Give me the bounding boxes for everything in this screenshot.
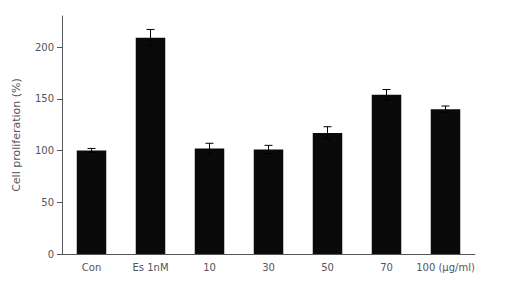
svg-text:Es 1nM: Es 1nM bbox=[132, 262, 168, 273]
svg-text:70: 70 bbox=[380, 262, 393, 273]
svg-text:10: 10 bbox=[203, 262, 216, 273]
svg-text:50: 50 bbox=[321, 262, 334, 273]
svg-text:50: 50 bbox=[41, 197, 54, 208]
svg-text:0: 0 bbox=[48, 249, 54, 260]
svg-text:200: 200 bbox=[35, 42, 54, 53]
svg-text:150: 150 bbox=[35, 93, 54, 104]
svg-text:100 (μg/ml): 100 (μg/ml) bbox=[416, 262, 475, 273]
svg-text:Con: Con bbox=[82, 262, 101, 273]
svg-text:100: 100 bbox=[35, 145, 54, 156]
svg-text:Cell proliferation (%): Cell proliferation (%) bbox=[10, 78, 23, 192]
svg-text:30: 30 bbox=[262, 262, 275, 273]
